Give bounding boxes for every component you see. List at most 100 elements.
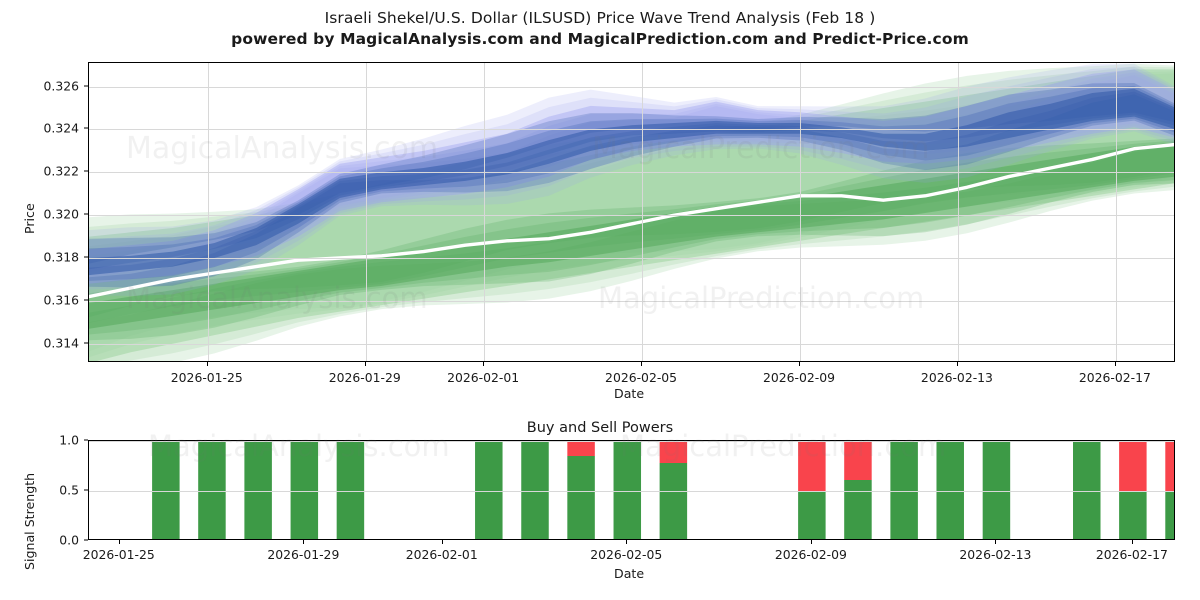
- buy-power-bar-segment[interactable]: [152, 441, 180, 540]
- buy-power-bar-segment[interactable]: [936, 441, 964, 540]
- x-tick-label: 2026-02-05: [590, 547, 663, 562]
- wave-band-layer: [89, 142, 1174, 329]
- x-tick-mark: [206, 362, 208, 366]
- buy-power-bar-segment[interactable]: [336, 441, 365, 540]
- y-tick-label: 0.322: [43, 163, 79, 179]
- gridline-horizontal: [89, 343, 1174, 345]
- y-tick-mark: [84, 439, 88, 441]
- buy-power-bar-segment[interactable]: [659, 463, 688, 540]
- y-tick-mark: [84, 299, 88, 301]
- x-tick-mark: [1131, 540, 1133, 544]
- gridline-horizontal: [89, 300, 1174, 302]
- y-tick-label: 0.316: [43, 292, 79, 308]
- x-tick-mark: [995, 540, 997, 544]
- buy-power-bar-segment[interactable]: [290, 441, 319, 540]
- y-tick-label: 0.5: [59, 482, 79, 498]
- price-plot-area: [88, 62, 1175, 362]
- x-tick-mark: [799, 362, 800, 366]
- y-tick-mark: [84, 342, 88, 344]
- wave-band-layer: [89, 85, 1174, 270]
- gridline-horizontal: [89, 215, 1174, 217]
- x-tick-mark: [810, 540, 812, 544]
- x-tick-mark: [303, 540, 305, 544]
- wave-band-layer: [89, 63, 1174, 273]
- buy-power-bar-segment[interactable]: [521, 441, 549, 540]
- y-tick-label: 0.320: [43, 206, 79, 222]
- buy-power-bar-segment[interactable]: [1119, 491, 1147, 540]
- buy-power-bar-segment[interactable]: [475, 441, 503, 540]
- y-tick-label: 0.314: [43, 335, 79, 351]
- y-tick-mark: [84, 127, 88, 129]
- gridline-vertical: [365, 63, 367, 361]
- sell-power-bar-segment[interactable]: [844, 441, 872, 480]
- sell-power-bar-segment[interactable]: [567, 441, 595, 456]
- wave-band-layer: [89, 140, 1174, 323]
- x-tick-label: 2026-02-17: [1095, 547, 1168, 562]
- buy-power-bar-segment[interactable]: [1165, 492, 1175, 540]
- sell-power-bar-segment[interactable]: [659, 441, 688, 463]
- wave-band-layer: [89, 88, 1174, 276]
- gridline-horizontal: [89, 172, 1174, 174]
- buy-power-bar-segment[interactable]: [244, 441, 272, 540]
- gridline-horizontal: [89, 441, 1174, 442]
- x-tick-label: 2026-01-29: [328, 370, 401, 385]
- y-tick-mark: [84, 489, 88, 491]
- buy-power-bar-segment[interactable]: [198, 441, 226, 540]
- x-tick-label: 2026-02-13: [959, 547, 1032, 562]
- x-tick-label: 2026-01-25: [170, 370, 243, 385]
- x-tick-label: 2026-02-01: [405, 547, 478, 562]
- sell-power-bar-segment[interactable]: [1165, 441, 1175, 492]
- wave-band-layer: [89, 66, 1174, 278]
- wave-band-layer: [89, 83, 1174, 264]
- x-tick-label: 2026-02-09: [774, 547, 847, 562]
- x-tick-label: 2026-01-25: [82, 547, 155, 562]
- gridline-horizontal: [89, 86, 1174, 88]
- buy-power-bar-segment[interactable]: [982, 441, 1011, 540]
- wave-band-layer: [89, 69, 1174, 284]
- price-x-axis-title: Date: [614, 386, 645, 401]
- sell-power-bar-segment[interactable]: [1119, 441, 1147, 491]
- x-tick-mark: [641, 362, 643, 366]
- sell-power-bar-segment[interactable]: [798, 441, 826, 491]
- buy-power-bar-segment[interactable]: [567, 456, 595, 540]
- gridline-vertical: [484, 63, 486, 361]
- x-tick-mark: [1114, 362, 1116, 366]
- wave-band-layer: [89, 138, 1174, 318]
- x-tick-label: 2026-02-05: [605, 370, 678, 385]
- y-tick-mark: [84, 256, 88, 258]
- signal-plot-area: [88, 440, 1175, 540]
- x-tick-label: 2026-02-13: [920, 370, 993, 385]
- buy-sell-title: Buy and Sell Powers: [526, 420, 674, 436]
- price-wave-panel: Price 0.314 0.316 0.318 0.320 0.322 0.324 0.32…: [22, 62, 1175, 401]
- gridline-horizontal: [89, 491, 1174, 492]
- buy-power-bar-segment[interactable]: [890, 441, 918, 540]
- wave-band-layer: [89, 72, 1174, 290]
- x-tick-mark: [118, 540, 120, 544]
- y-tick-mark: [84, 85, 88, 87]
- buy-power-bar-segment[interactable]: [613, 441, 642, 540]
- gridline-horizontal: [89, 129, 1174, 131]
- price-center-line: [89, 142, 1174, 299]
- buy-sell-bars-svg: [152, 441, 1175, 540]
- page-title: Israeli Shekel/U.S. Dollar (ILSUSD) Pric…: [324, 9, 876, 27]
- gridline-vertical: [800, 63, 801, 361]
- x-tick-mark: [483, 362, 485, 366]
- gridline-vertical: [642, 63, 644, 361]
- y-tick-mark: [84, 170, 88, 172]
- x-tick-label: 2026-01-29: [267, 547, 340, 562]
- y-tick-label: 0.326: [43, 78, 79, 94]
- y-tick-label: 0.318: [43, 249, 79, 265]
- buy-power-bar-segment[interactable]: [798, 491, 826, 540]
- x-tick-mark: [956, 362, 958, 366]
- x-tick-label: 2026-02-01: [447, 370, 520, 385]
- page-subtitle: powered by MagicalAnalysis.com and Magic…: [231, 30, 969, 48]
- gridline-vertical: [957, 63, 959, 361]
- buy-power-bar-segment[interactable]: [1073, 441, 1101, 540]
- buy-sell-powers-panel: Buy and Sell Powers Signal Strength 0.0 0…: [0, 410, 1200, 600]
- x-tick-mark: [626, 540, 628, 544]
- buy-power-bar-segment[interactable]: [844, 480, 872, 540]
- y-tick-label: 0.0: [59, 532, 79, 548]
- y-tick-label: 1.0: [59, 432, 79, 448]
